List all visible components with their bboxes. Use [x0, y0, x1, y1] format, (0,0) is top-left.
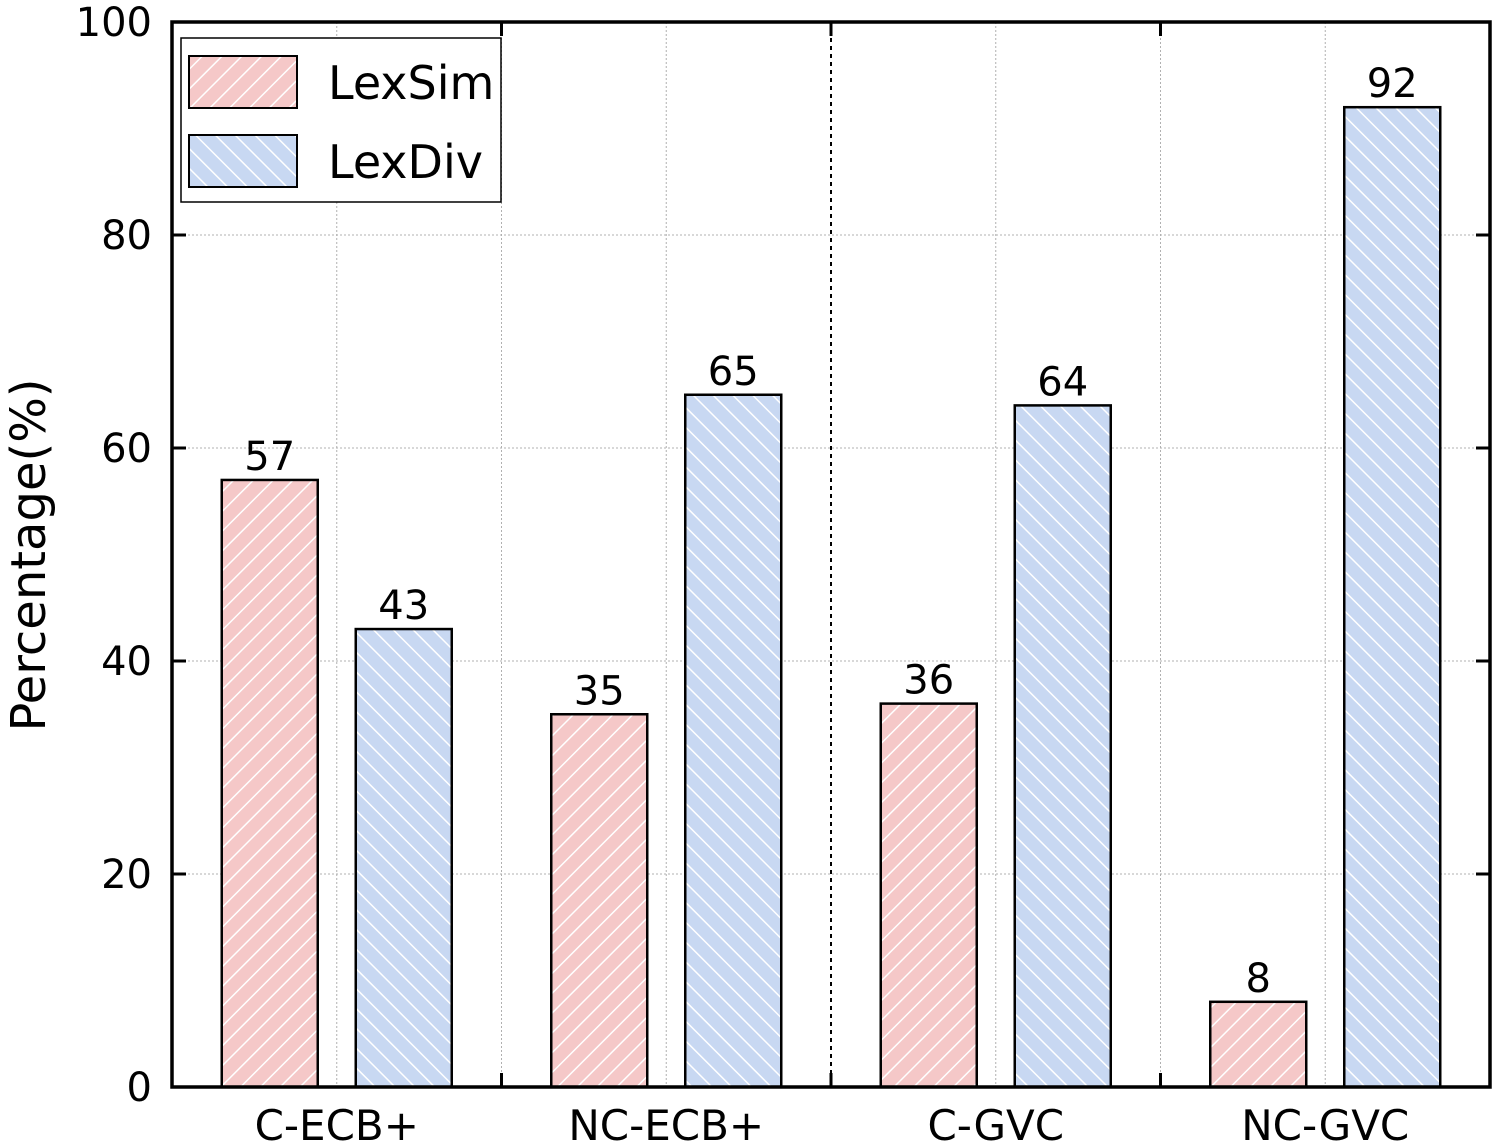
y-tick-label-4: 80 [101, 213, 152, 259]
x-category-label-0: C-ECB+ [255, 1101, 419, 1147]
bar-lexsim-0 [220, 478, 319, 1089]
data-label-lexdiv-3: 92 [1367, 61, 1418, 107]
data-labels: 57 35 36 8 43 65 64 92 [244, 61, 1417, 1002]
x-category-label-1: NC-ECB+ [568, 1101, 764, 1147]
bar-lexsim-1 [550, 713, 649, 1089]
x-axis-ticks: C-ECB+ NC-ECB+ C-GVC NC-GVC [255, 22, 1409, 1147]
legend-swatch-lexdiv [188, 134, 298, 188]
bar-lexdiv-2 [1013, 404, 1112, 1089]
y-tick-label-2: 40 [101, 639, 152, 685]
y-tick-label-5: 100 [76, 0, 152, 46]
data-label-lexdiv-2: 64 [1037, 359, 1088, 405]
y-tick-label-0: 0 [127, 1065, 152, 1111]
y-axis-title: Percentage(%) [1, 378, 57, 731]
bars [220, 105, 1442, 1089]
x-category-label-2: C-GVC [927, 1101, 1064, 1147]
y-tick-label-3: 60 [101, 426, 152, 472]
bar-lexdiv-0 [354, 627, 453, 1089]
bar-lexdiv-1 [684, 393, 783, 1089]
data-label-lexdiv-0: 43 [378, 583, 429, 629]
data-label-lexsim-2: 36 [903, 658, 954, 704]
bar-lexsim-2 [879, 702, 978, 1089]
legend: LexSim LexDiv [180, 37, 502, 203]
legend-swatch-lexsim [188, 55, 298, 109]
y-tick-label-1: 20 [101, 852, 152, 898]
legend-label-lexdiv: LexDiv [328, 135, 483, 189]
data-label-lexsim-1: 35 [574, 668, 625, 714]
legend-label-lexsim: LexSim [328, 56, 494, 110]
bar-lexdiv-3 [1343, 105, 1442, 1089]
bar-lexsim-3 [1209, 1000, 1308, 1089]
grid-lines [172, 22, 1490, 1087]
data-label-lexsim-3: 8 [1246, 956, 1271, 1002]
x-category-label-3: NC-GVC [1241, 1101, 1409, 1147]
y-axis-ticks: 0 20 40 60 80 100 [76, 0, 1490, 1111]
data-label-lexsim-0: 57 [244, 434, 295, 480]
data-label-lexdiv-1: 65 [708, 349, 759, 395]
